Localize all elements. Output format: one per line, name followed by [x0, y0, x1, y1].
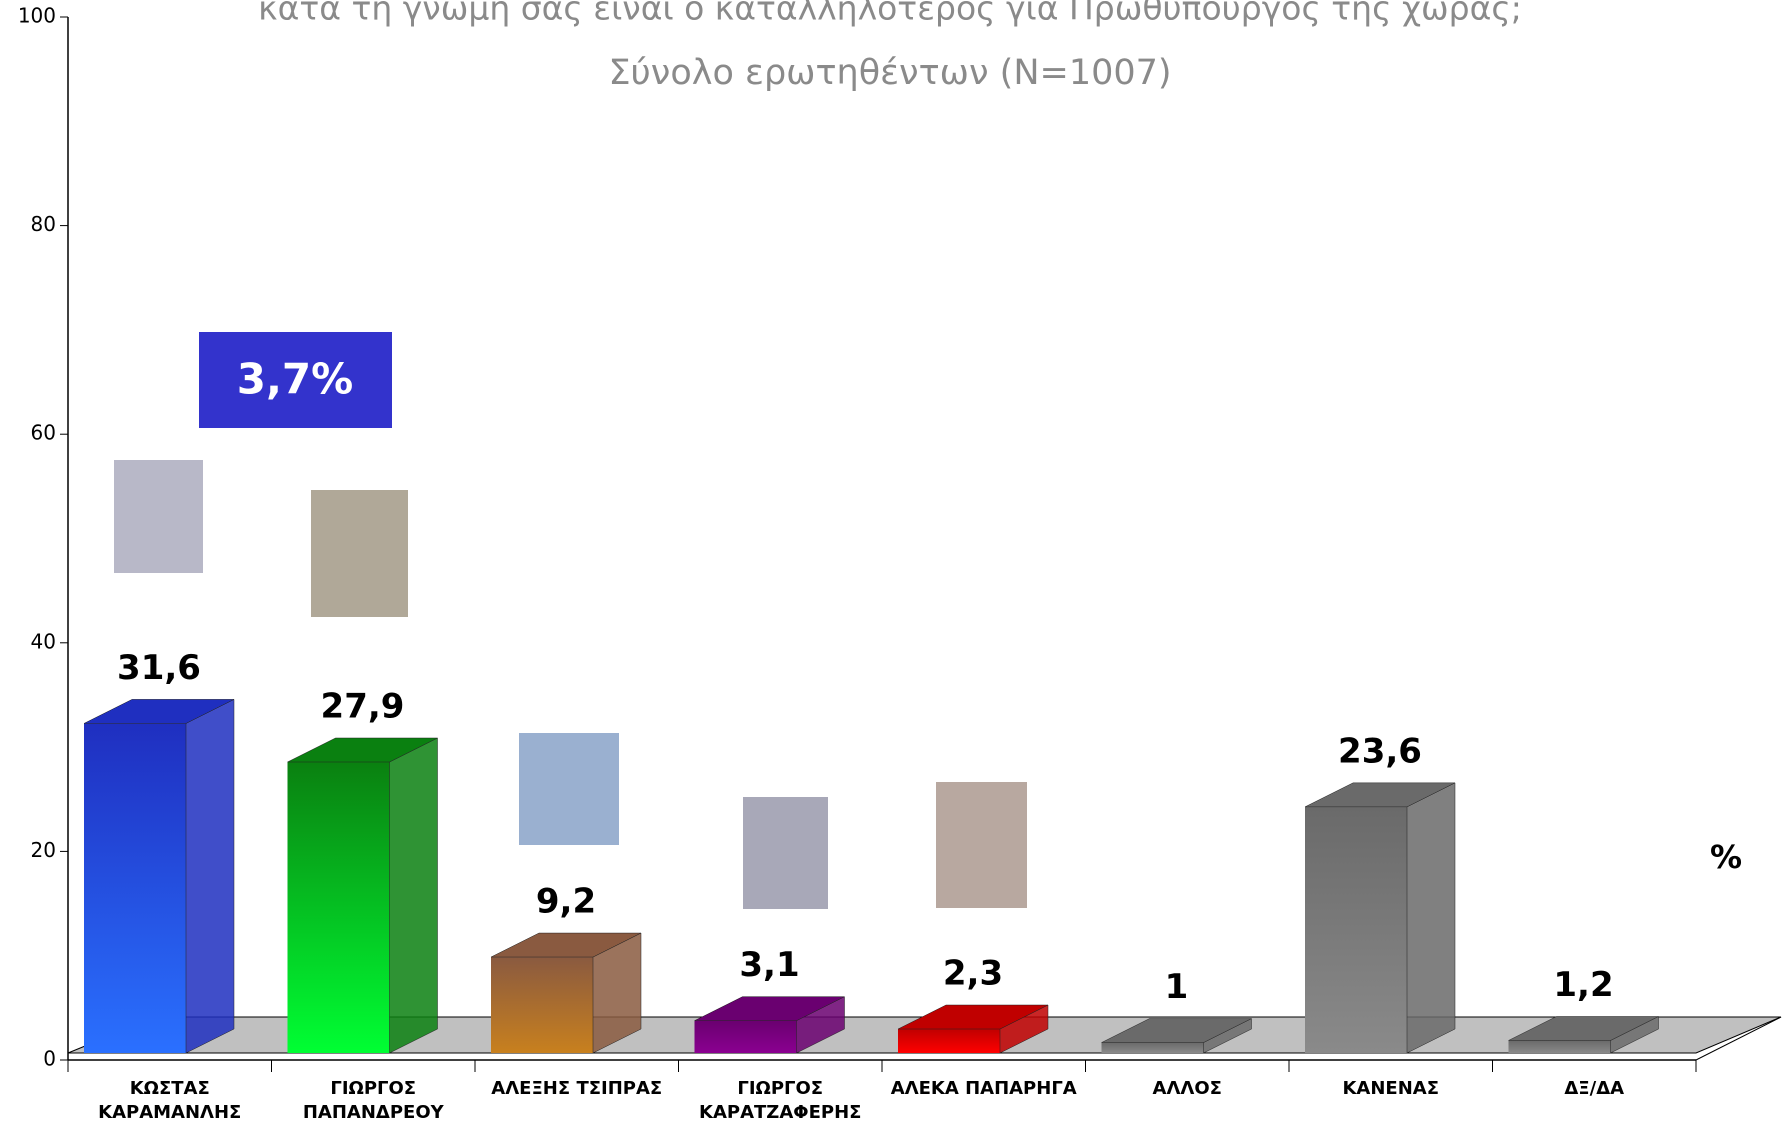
value-label: 1: [1165, 967, 1189, 1007]
x-tick-label: ΑΛΕΚΑ ΠΑΠΑΡΗΓΑ: [886, 1077, 1082, 1101]
bar-side: [186, 699, 234, 1053]
x-tick-label: ΚΩΣΤΑΣ ΚΑΡΑΜΑΝΛΗΣ: [72, 1077, 268, 1125]
bar-front: [491, 957, 593, 1053]
bar-side: [390, 738, 438, 1053]
annotation: %: [1710, 838, 1742, 876]
bar-side: [1407, 783, 1455, 1053]
page: κατά τη γνώμη σας είναι ο καταλληλότερος…: [0, 0, 1785, 1126]
photo: [311, 490, 408, 617]
bar: [491, 933, 641, 1053]
photo: [936, 782, 1027, 908]
photo: [114, 460, 203, 573]
y-tick-label: 0: [43, 1047, 56, 1071]
bar: [84, 699, 234, 1053]
x-tick-label: ΚΑΝΕΝΑΣ: [1293, 1077, 1489, 1101]
bar: [288, 738, 438, 1053]
y-tick-label: 20: [31, 838, 56, 862]
y-tick-label: 40: [31, 629, 56, 653]
value-label: 2,3: [943, 954, 1003, 994]
y-tick-label: 80: [31, 212, 56, 236]
bar-front: [1305, 807, 1407, 1053]
chart-subtitle: Σύνολο ερωτηθέντων (N=1007): [608, 53, 1171, 93]
bar-front: [1102, 1043, 1204, 1053]
chart: κατά τη γνώμη σας είναι ο καταλληλότερος…: [0, 0, 1785, 1126]
bar-front: [84, 723, 186, 1053]
bar-front: [695, 1021, 797, 1053]
x-tick-label: ΔΞ/ΔΑ: [1496, 1077, 1692, 1101]
x-tick-label: ΓΙΩΡΓΟΣ ΚΑΡΑΤΖΑΦΕΡΗΣ: [682, 1077, 878, 1125]
value-label: 3,1: [739, 945, 799, 985]
photo: [743, 797, 828, 909]
y-tick-label: 100: [18, 4, 56, 28]
bar-front: [1509, 1040, 1611, 1053]
annotation: 3,7%: [237, 355, 353, 404]
x-tick-label: ΑΛΕΞΗΣ ΤΣΙΠΡΑΣ: [479, 1077, 675, 1101]
value-label: 1,2: [1553, 965, 1613, 1005]
value-label: 31,6: [117, 648, 201, 688]
value-label: 27,9: [321, 687, 405, 727]
bar-front: [898, 1029, 1000, 1053]
bar: [1305, 783, 1455, 1053]
photo: [519, 733, 619, 845]
bar-front: [288, 762, 390, 1053]
x-tick-label: ΓΙΩΡΓΟΣ ΠΑΠΑΝΔΡΕΟΥ: [275, 1077, 471, 1125]
y-tick-label: 60: [31, 421, 56, 445]
value-label: 23,6: [1338, 731, 1422, 771]
value-label: 9,2: [536, 882, 596, 922]
chart-title: κατά τη γνώμη σας είναι ο καταλληλότερος…: [258, 0, 1522, 28]
x-tick-label: ΑΛΛΟΣ: [1089, 1077, 1285, 1101]
